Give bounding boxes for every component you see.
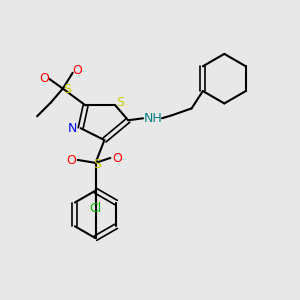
Text: O: O [112,152,122,165]
Text: O: O [73,64,82,77]
Text: NH: NH [144,112,162,125]
Text: Cl: Cl [89,202,102,215]
Text: O: O [39,72,49,85]
Text: O: O [66,154,76,167]
Text: S: S [116,96,124,109]
Text: S: S [94,158,101,171]
Text: S: S [63,83,71,96]
Text: N: N [68,122,77,135]
